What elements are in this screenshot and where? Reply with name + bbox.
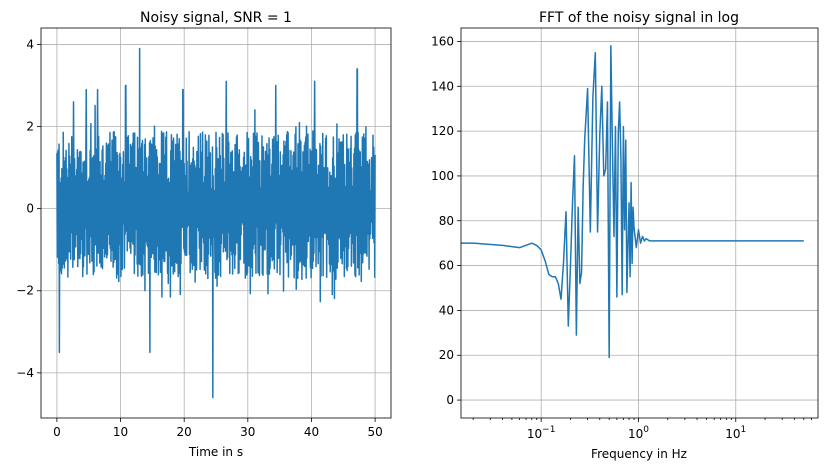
axis-ticks: 0 10 20 30 40 50 −4 −2 0 2 4 [16,37,382,439]
x-tick-label: 101 [725,425,746,441]
y-tick-label: 4 [26,37,34,51]
axis-ticks: 10−1 100 101 0 20 40 60 80 100 120 140 160 [431,34,812,441]
x-tick-label: 10 [113,425,128,439]
plot-frame [460,27,819,419]
chart-time-signal: 0 10 20 30 40 50 −4 −2 0 2 4 Noisy signal, SNR = 1… [16,10,392,459]
y-tick-label: 140 [431,79,454,93]
x-tick-label: 20 [177,425,192,439]
x-tick-label: 0 [53,425,61,439]
y-tick-label: 40 [439,303,454,317]
x-axis-label: Time in s [188,445,243,459]
y-tick-label: 0 [446,393,454,407]
x-tick-label: 50 [367,425,382,439]
chart-title: FFT of the noisy signal in log [539,10,739,26]
y-tick-label: 160 [431,34,454,48]
grid-lines [461,28,818,418]
x-tick-label: 100 [628,425,649,441]
y-tick-label: 80 [439,214,454,228]
y-tick-label: 0 [26,202,34,216]
chart-title: Noisy signal, SNR = 1 [140,10,292,26]
y-tick-label: 100 [431,169,454,183]
x-tick-label: 30 [240,425,255,439]
y-tick-label: 2 [26,120,34,134]
y-tick-label: 20 [439,348,454,362]
y-tick-label: 60 [439,259,454,273]
y-tick-label: 120 [431,124,454,138]
fft-line [461,45,804,359]
y-tick-label: −2 [16,284,34,298]
chart-fft: 10−1 100 101 0 20 40 60 80 100 120 140 160 FFT of t… [431,10,819,461]
x-tick-label: 10−1 [527,425,556,441]
y-tick-label: −4 [16,366,34,380]
x-axis-label: Frequency in Hz [591,447,687,461]
noisy-signal-line [56,47,376,399]
plot-frame [40,27,392,419]
x-tick-label: 40 [304,425,319,439]
